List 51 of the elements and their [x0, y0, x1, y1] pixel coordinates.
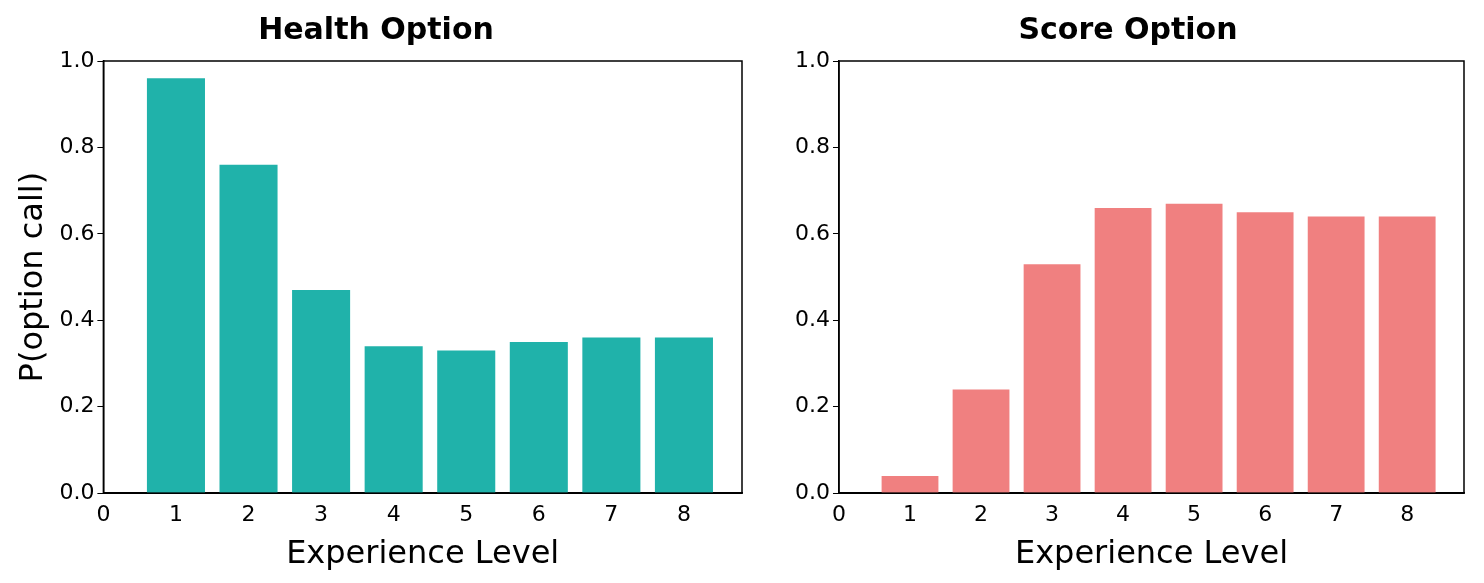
x-tick-label: 0: [96, 501, 111, 527]
x-tick-label: 8: [676, 501, 691, 527]
x-tick-label: 5: [459, 501, 474, 527]
x-axis-title: Experience Level: [286, 533, 560, 572]
chart-title: Health Option: [258, 10, 494, 46]
bar: [654, 337, 713, 493]
y-axis-title: P(option call): [11, 171, 50, 383]
bar: [1378, 216, 1436, 493]
x-axis-title: Experience Level: [1014, 533, 1289, 572]
x-tick-label: 1: [903, 501, 918, 527]
x-tick-label: 4: [1116, 501, 1131, 527]
bar: [582, 337, 641, 493]
y-tick-label: 0.0: [59, 478, 95, 504]
x-tick-label: 4: [386, 501, 401, 527]
y-tick-label: 0.4: [59, 306, 95, 332]
y-tick-label: 0.2: [794, 392, 830, 418]
y-tick-label: 0.4: [794, 306, 830, 332]
bar: [146, 78, 205, 493]
x-tick-label: 7: [1329, 501, 1344, 527]
y-tick-label: 0.6: [59, 219, 95, 245]
x-tick-label: 7: [604, 501, 619, 527]
x-tick-label: 5: [1187, 501, 1202, 527]
bar: [437, 350, 496, 493]
bar: [292, 290, 351, 493]
bar: [1165, 203, 1223, 493]
bar: [1307, 216, 1365, 493]
x-tick-label: 2: [241, 501, 256, 527]
y-tick-label: 1.0: [59, 46, 95, 72]
x-tick-label: 3: [1045, 501, 1060, 527]
bar: [952, 389, 1010, 493]
y-tick-label: 0.2: [59, 392, 95, 418]
x-tick-label: 6: [531, 501, 546, 527]
x-tick-label: 0: [831, 501, 846, 527]
y-tick-label: 0.6: [794, 219, 830, 245]
y-tick-label: 0.8: [59, 133, 95, 159]
bar: [364, 346, 423, 493]
chart-title: Score Option: [1018, 10, 1238, 46]
bar: [1236, 212, 1294, 493]
bar: [1023, 264, 1081, 493]
x-tick-label: 6: [1258, 501, 1273, 527]
y-tick-label: 1.0: [794, 46, 830, 72]
x-tick-label: 2: [974, 501, 989, 527]
y-tick-label: 0.0: [794, 478, 830, 504]
x-tick-label: 1: [168, 501, 183, 527]
bar: [1094, 207, 1152, 493]
y-tick-label: 0.8: [794, 133, 830, 159]
x-tick-label: 8: [1400, 501, 1415, 527]
bar: [881, 475, 939, 493]
x-tick-label: 3: [314, 501, 329, 527]
bar: [509, 341, 568, 493]
bar: [219, 164, 278, 493]
